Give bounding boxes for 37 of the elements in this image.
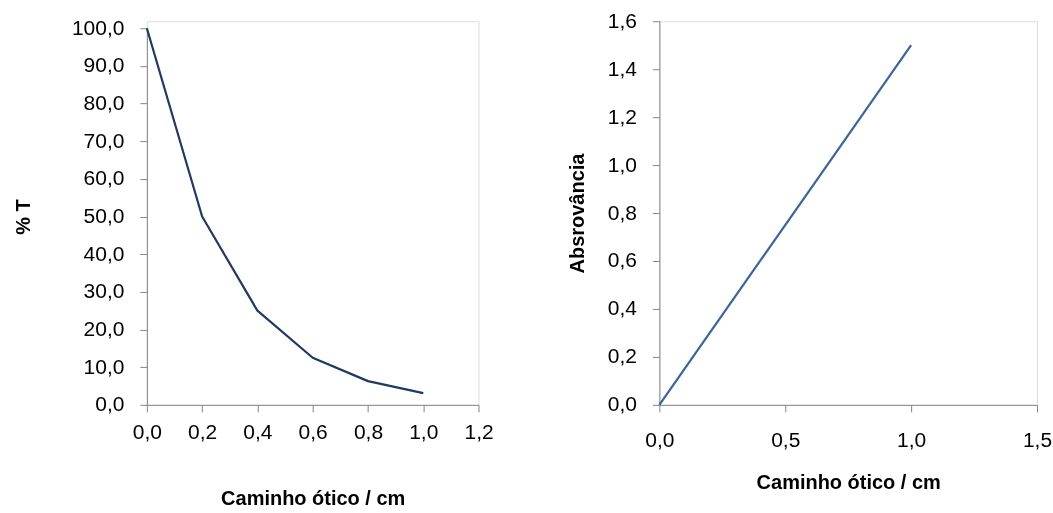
line-series — [145, 27, 425, 395]
x-axis-title: Caminho ótico / cm — [221, 487, 406, 510]
x-tick-label: 1,2 — [464, 420, 494, 444]
y-tick-label: 0,4 — [607, 296, 638, 320]
x-tick-label: 0,5 — [771, 428, 801, 452]
y-tick-label: 10,0 — [83, 354, 125, 378]
y-tick-label: 70,0 — [83, 128, 125, 152]
y-tick-label: 1,0 — [607, 152, 637, 176]
y-tick-label: 20,0 — [83, 317, 125, 341]
y-tick-label: 80,0 — [83, 91, 125, 115]
x-tick-label: 0,8 — [353, 420, 384, 444]
y-tick-label: 1,4 — [607, 56, 638, 80]
x-axis-title: Caminho ótico / cm — [756, 471, 941, 494]
y-tick-label: 100,0 — [71, 15, 125, 39]
y-tick-label: 60,0 — [83, 166, 125, 190]
y-tick-label: 30,0 — [83, 279, 125, 303]
x-tick-label: 1,0 — [897, 428, 927, 452]
line-series — [658, 44, 913, 406]
y-tick-label: 0,8 — [607, 200, 637, 224]
x-tick-label: 0,6 — [298, 420, 328, 444]
x-tick-label: 0,4 — [243, 420, 273, 444]
y-axis-title: % T — [11, 199, 34, 235]
y-tick-label: 1,2 — [607, 104, 637, 128]
x-tick-label: 1,0 — [409, 420, 439, 444]
y-axis-title: Absrovância — [565, 152, 588, 274]
y-tick-label: 1,6 — [607, 8, 637, 32]
y-tick-label: 0,0 — [95, 392, 125, 416]
y-tick-label: 90,0 — [83, 53, 125, 77]
x-tick-label: 0,2 — [188, 420, 218, 444]
y-tick-label: 0,0 — [607, 392, 637, 416]
x-tick-label: 1,5 — [1022, 428, 1053, 452]
y-tick-label: 0,6 — [607, 248, 637, 272]
x-tick-label: 0,0 — [132, 420, 162, 444]
y-tick-label: 50,0 — [83, 204, 125, 228]
y-tick-label: 0,2 — [607, 344, 637, 368]
x-tick-label: 0,0 — [645, 428, 675, 452]
y-tick-label: 40,0 — [83, 241, 125, 265]
